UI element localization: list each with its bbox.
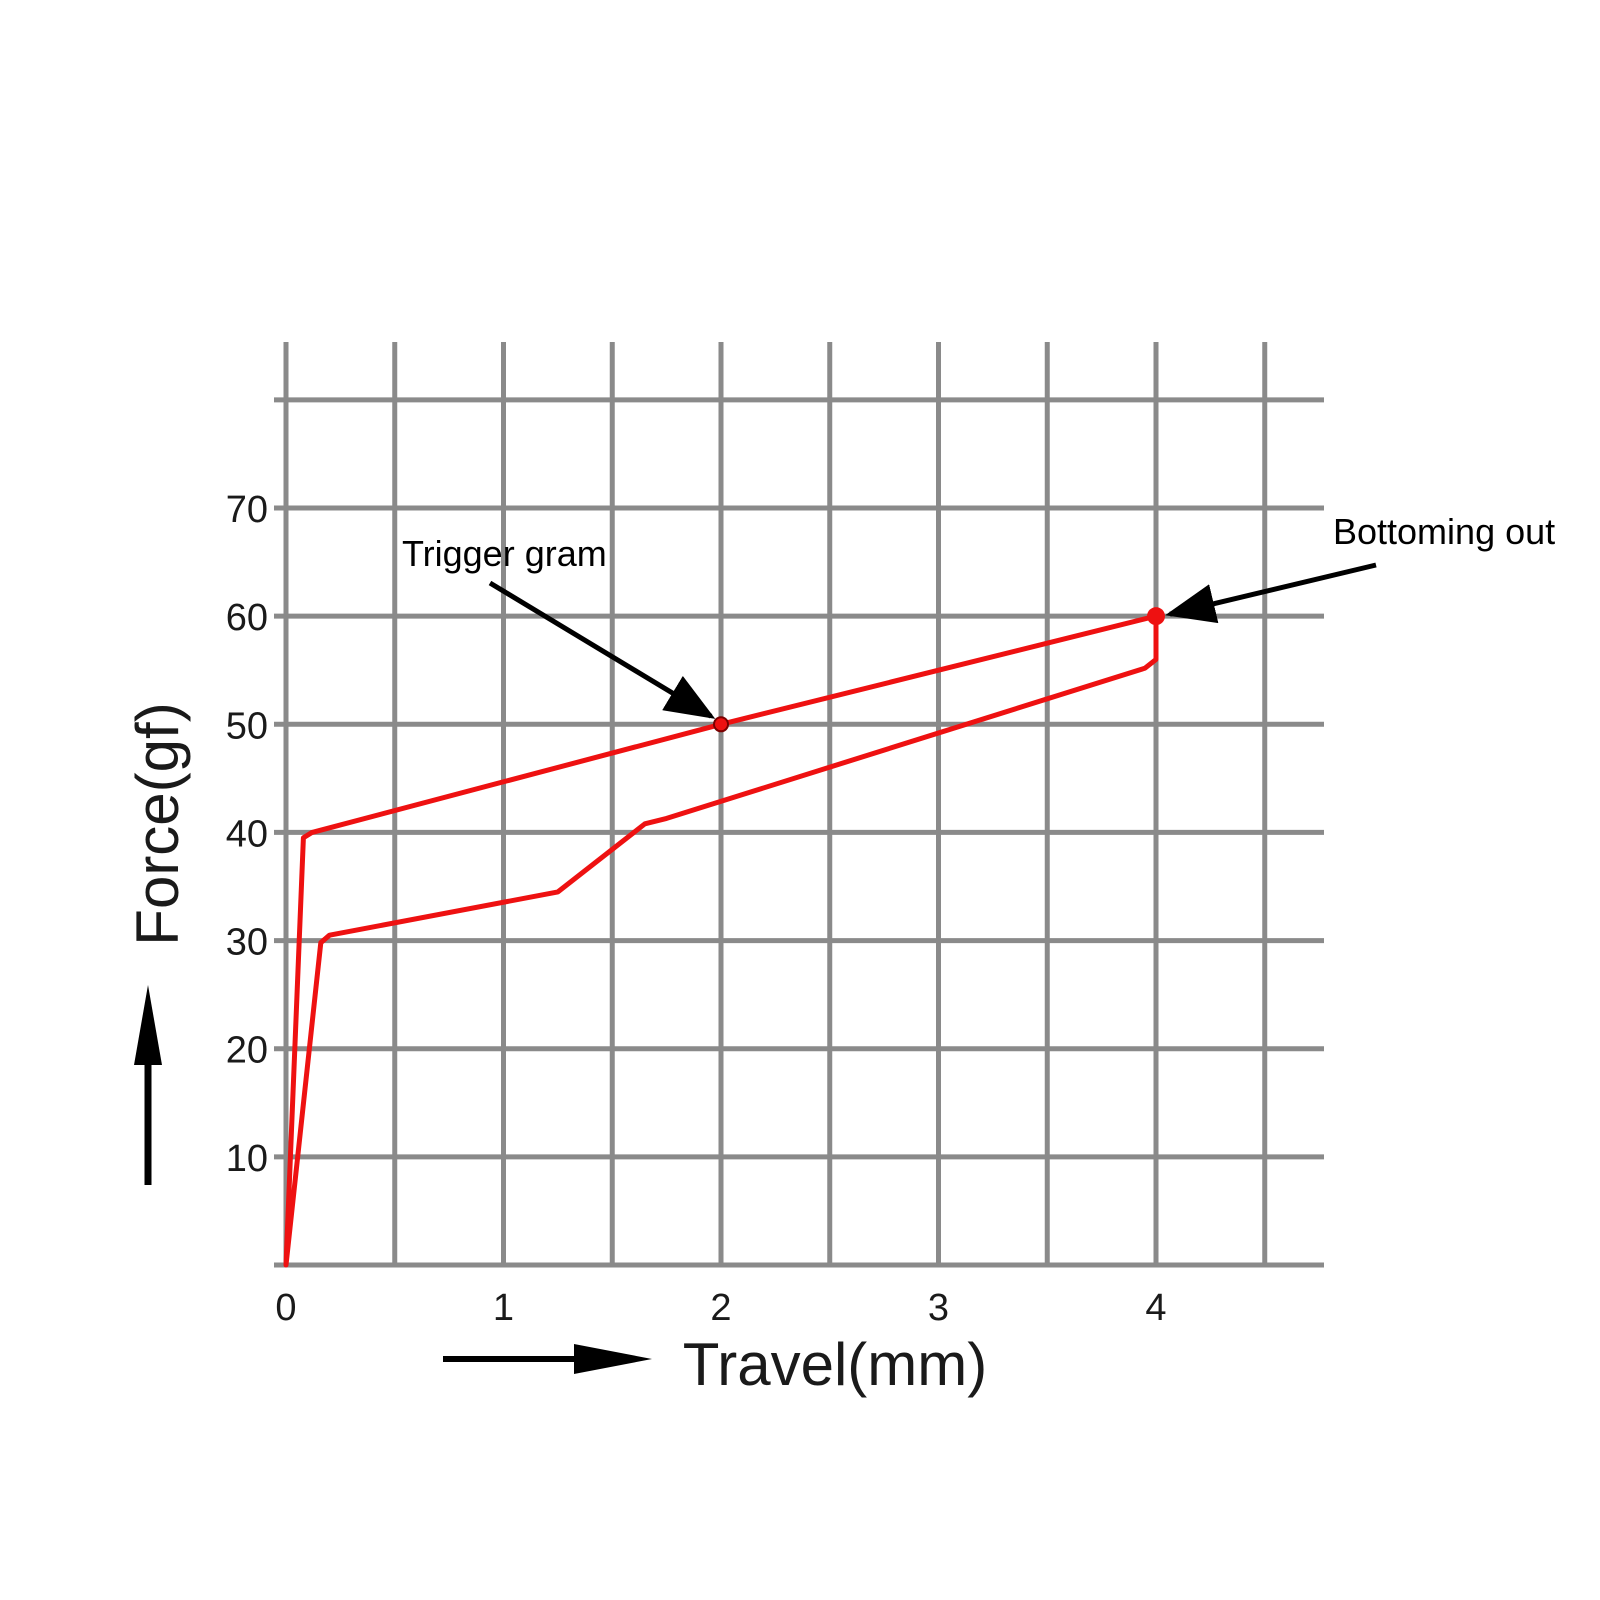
x-tick-label: 0 xyxy=(275,1287,296,1329)
y-tick-label: 30 xyxy=(226,922,268,964)
bottoming-out-arrow xyxy=(1165,562,1377,624)
tick-labels: 0 1 2 3 4 10 20 30 40 50 60 70 xyxy=(226,489,1167,1329)
force-curve xyxy=(283,613,1159,1268)
y-tick-label: 70 xyxy=(226,489,268,531)
y-axis-title: Force(gf) xyxy=(124,702,191,945)
annotations: Trigger gram Bottoming out xyxy=(402,511,1555,733)
trigger-gram-label: Trigger gram xyxy=(402,533,607,574)
trigger-gram-arrow xyxy=(488,580,716,719)
series xyxy=(283,613,1159,1268)
bottom-out-marker xyxy=(1147,607,1165,626)
y-tick-label: 10 xyxy=(226,1138,268,1180)
bottoming-out-label: Bottoming out xyxy=(1333,511,1555,552)
x-tick-label: 3 xyxy=(928,1287,949,1329)
x-tick-label: 1 xyxy=(493,1287,514,1329)
x-axis-title: Travel(mm) xyxy=(683,1331,987,1398)
y-tick-label: 20 xyxy=(226,1030,268,1072)
x-tick-label: 2 xyxy=(710,1287,731,1329)
x-direction-arrow-head xyxy=(574,1344,652,1374)
grid xyxy=(274,342,1324,1268)
y-tick-label: 60 xyxy=(226,597,268,639)
trigger-point-marker xyxy=(713,716,729,733)
y-direction-arrow-head xyxy=(134,985,162,1065)
y-tick-label: 40 xyxy=(226,813,268,855)
axis-titles: Travel(mm) Force(gf) xyxy=(124,702,987,1398)
y-tick-label: 50 xyxy=(226,705,268,747)
x-tick-label: 4 xyxy=(1145,1287,1166,1329)
